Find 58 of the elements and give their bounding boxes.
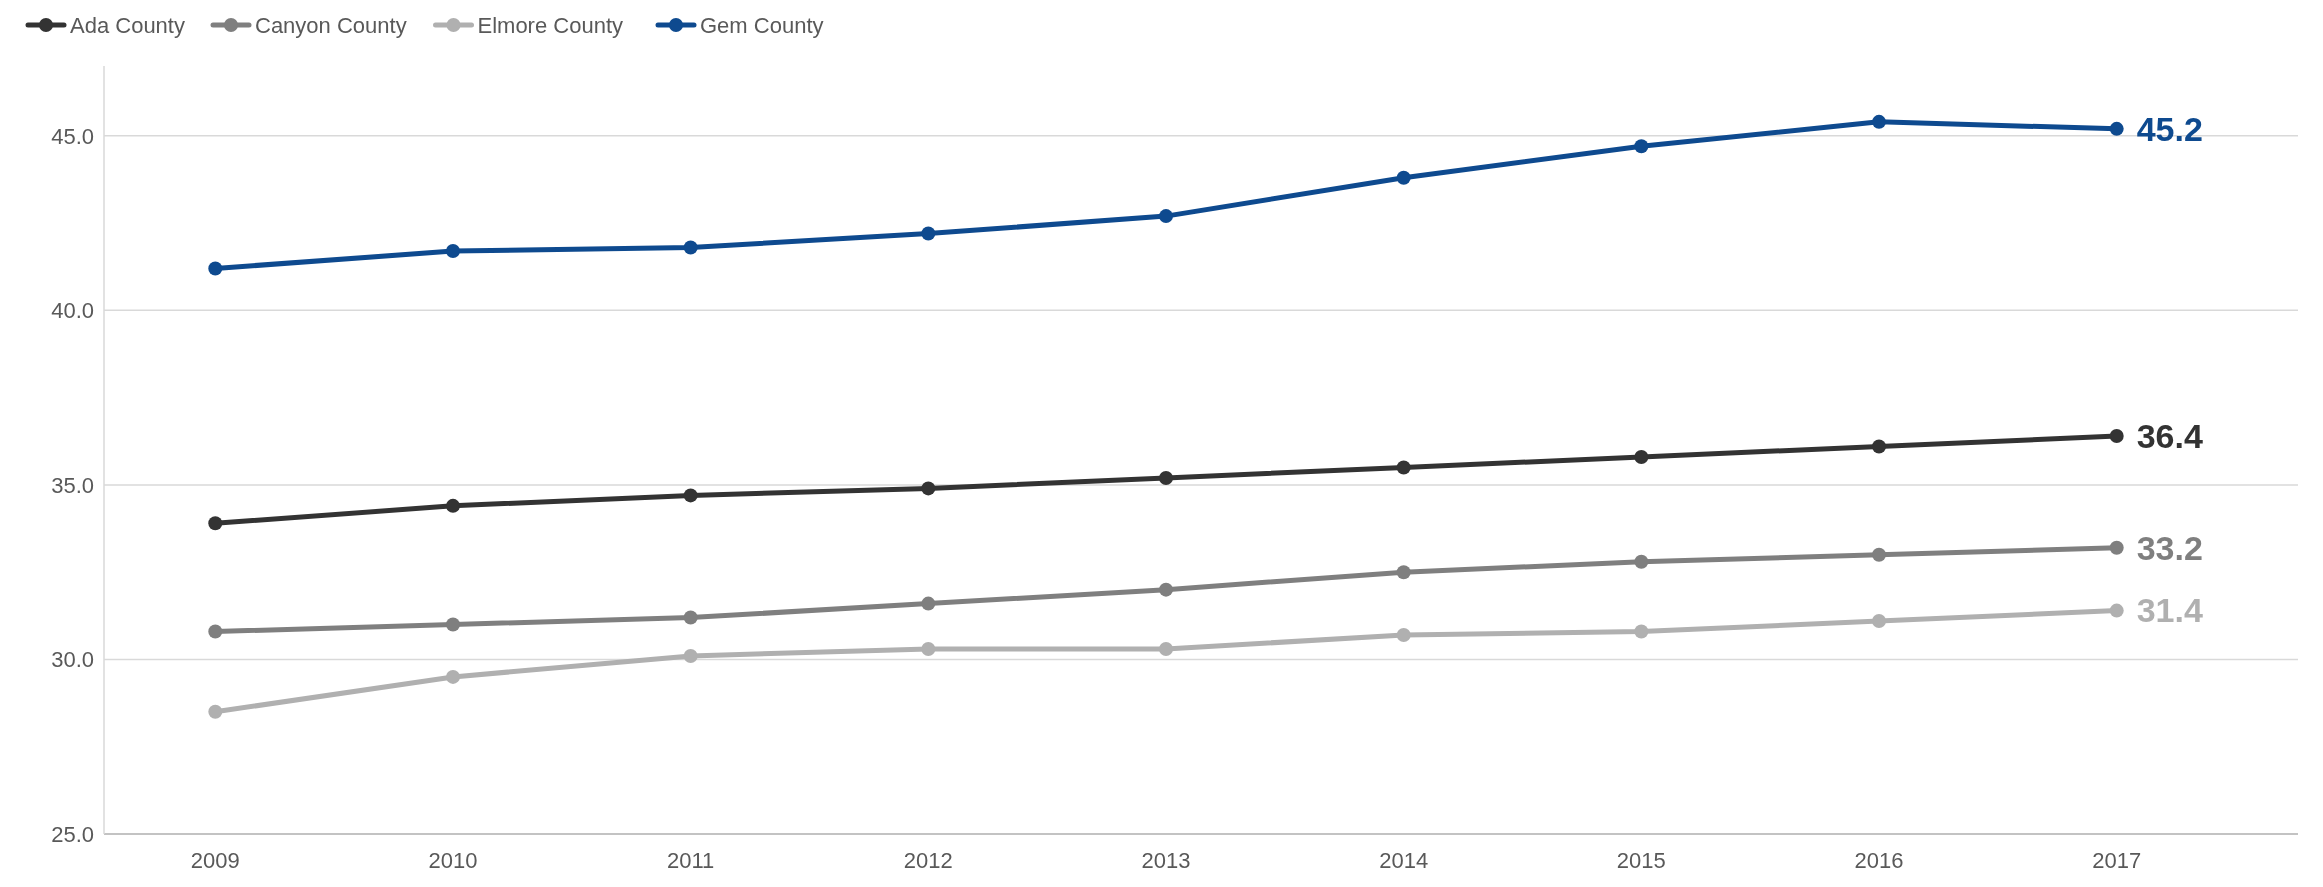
point (1872, 439, 1887, 454)
point (1396, 628, 1411, 643)
point (1634, 554, 1649, 569)
point (208, 704, 223, 719)
point (1634, 624, 1649, 639)
point (1872, 114, 1887, 129)
point (2109, 540, 2124, 555)
point (1634, 449, 1649, 464)
point (445, 244, 460, 259)
x-tick-label: 2016 (1854, 848, 1904, 873)
point (1159, 641, 1173, 656)
legend-label: Gem County (700, 12, 824, 38)
point (1159, 470, 1173, 485)
point (1396, 565, 1411, 580)
point (683, 648, 698, 663)
point (683, 240, 698, 255)
y-tick-label: 40.0 (51, 298, 94, 324)
legend-label: Elmore County (477, 12, 624, 38)
point (208, 261, 223, 276)
point (1396, 460, 1411, 475)
point (1634, 139, 1649, 154)
x-tick-label: 2011 (666, 848, 715, 873)
point (1396, 170, 1411, 185)
point (1872, 547, 1887, 562)
x-tick-label: 2014 (1379, 848, 1429, 873)
point (921, 226, 936, 241)
point (2109, 429, 2124, 444)
y-tick-label: 45.0 (51, 123, 94, 149)
x-tick-label: 2010 (428, 848, 478, 873)
y-tick-label: 30.0 (51, 647, 94, 673)
point (208, 516, 223, 531)
x-tick-label: 2017 (2092, 848, 2142, 873)
point (921, 641, 936, 656)
y-tick-label: 25.0 (51, 821, 94, 847)
point (921, 596, 936, 611)
x-tick-label: 2013 (1141, 848, 1191, 873)
point (1159, 582, 1173, 597)
point (921, 481, 936, 496)
point (1159, 209, 1173, 224)
point (683, 488, 698, 503)
legend-label: Canyon County (255, 12, 407, 38)
legend-label: Ada County (70, 12, 185, 38)
point (2109, 121, 2124, 136)
data-label: 45.2 (2136, 109, 2203, 148)
point (445, 617, 460, 632)
x-tick-label: 2012 (903, 848, 953, 873)
point (2109, 603, 2124, 618)
point (1872, 614, 1887, 629)
data-label: 36.4 (2136, 416, 2203, 455)
data-label: 33.2 (2136, 528, 2203, 567)
x-tick-label: 2015 (1616, 848, 1666, 873)
data-label: 31.4 (2136, 591, 2203, 630)
x-tick-label: 2009 (190, 848, 240, 873)
point (445, 498, 460, 513)
point (683, 610, 698, 625)
y-tick-label: 35.0 (51, 472, 94, 498)
point (208, 624, 223, 639)
point (445, 669, 460, 684)
